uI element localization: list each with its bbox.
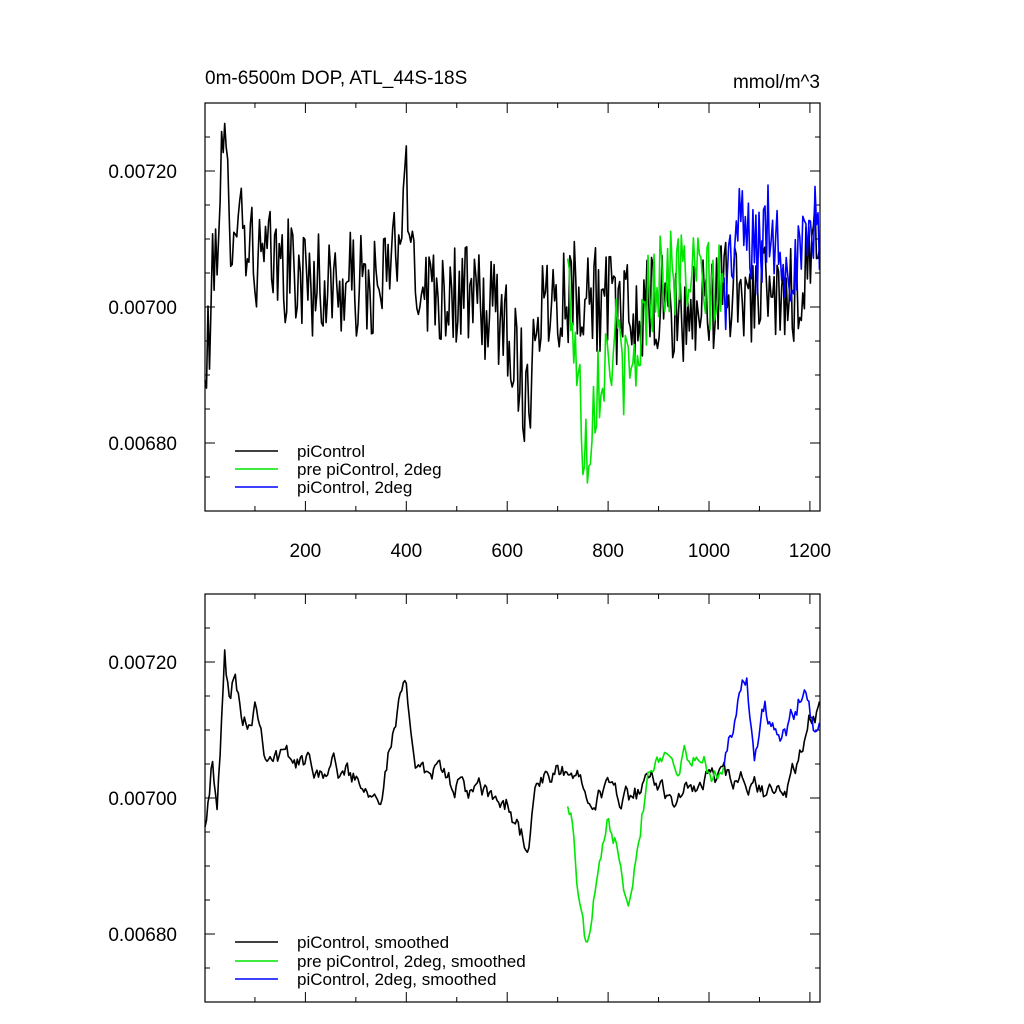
series-lines [204, 649, 821, 943]
legend-label-pre-picontrol-smoothed: pre piControl, 2deg, smoothed [297, 952, 526, 971]
legend: piControl, smoothed pre piControl, 2deg,… [235, 933, 526, 989]
plot-frame [204, 102, 821, 512]
series-lines [204, 122, 821, 484]
x-tick-label: 800 [592, 541, 624, 562]
y-tick-label: 0.00700 [108, 298, 177, 319]
legend-label-picontrol-2deg: piControl, 2deg [297, 478, 412, 497]
x-tick-label: 600 [491, 541, 523, 562]
x-tick-label: 400 [390, 541, 422, 562]
units-label: mmol/m^3 [733, 72, 820, 93]
x-tick-label: 1200 [789, 541, 831, 562]
y-tick-label: 0.00700 [108, 789, 177, 810]
series-line-picontrol-2deg [723, 184, 821, 331]
axis-ticks [205, 102, 820, 512]
y-tick-labels: 0.00680 0.00700 0.00720 [108, 653, 177, 946]
y-tick-label: 0.00720 [108, 162, 177, 183]
x-tick-labels: 200 400 600 800 1000 1200 [290, 541, 832, 562]
x-tick-label: 1000 [688, 541, 730, 562]
y-tick-label: 0.00720 [108, 653, 177, 674]
series-line-picontrol [204, 122, 821, 443]
legend-label-picontrol: piControl [297, 442, 365, 461]
legend-label-pre-picontrol: pre piControl, 2deg [297, 460, 442, 479]
x-tick-label: 200 [290, 541, 322, 562]
legend-label-picontrol-2deg-smoothed: piControl, 2deg, smoothed [297, 970, 496, 989]
series-line-picontrol-2deg-smoothed [723, 677, 821, 766]
series-line-pre-picontrol-2deg [566, 230, 725, 484]
axis-ticks [205, 593, 820, 1003]
top-panel: 0m-6500m DOP, ATL_44S-18S mmol/m^3 0.006… [108, 68, 831, 562]
y-tick-label: 0.00680 [108, 434, 177, 455]
y-tick-labels: 0.00680 0.00700 0.00720 [108, 162, 177, 455]
legend-label-picontrol-smoothed: piControl, smoothed [297, 933, 449, 952]
y-tick-label: 0.00680 [108, 925, 177, 946]
bottom-panel: 0.00680 0.00700 0.00720 piControl, smoothe… [108, 593, 821, 1003]
series-line-pre-picontrol-2deg-smoothed [566, 744, 725, 943]
legend: piControl pre piControl, 2deg piControl,… [235, 442, 442, 497]
chart-title: 0m-6500m DOP, ATL_44S-18S [205, 68, 467, 89]
plot-frame [204, 593, 821, 1003]
